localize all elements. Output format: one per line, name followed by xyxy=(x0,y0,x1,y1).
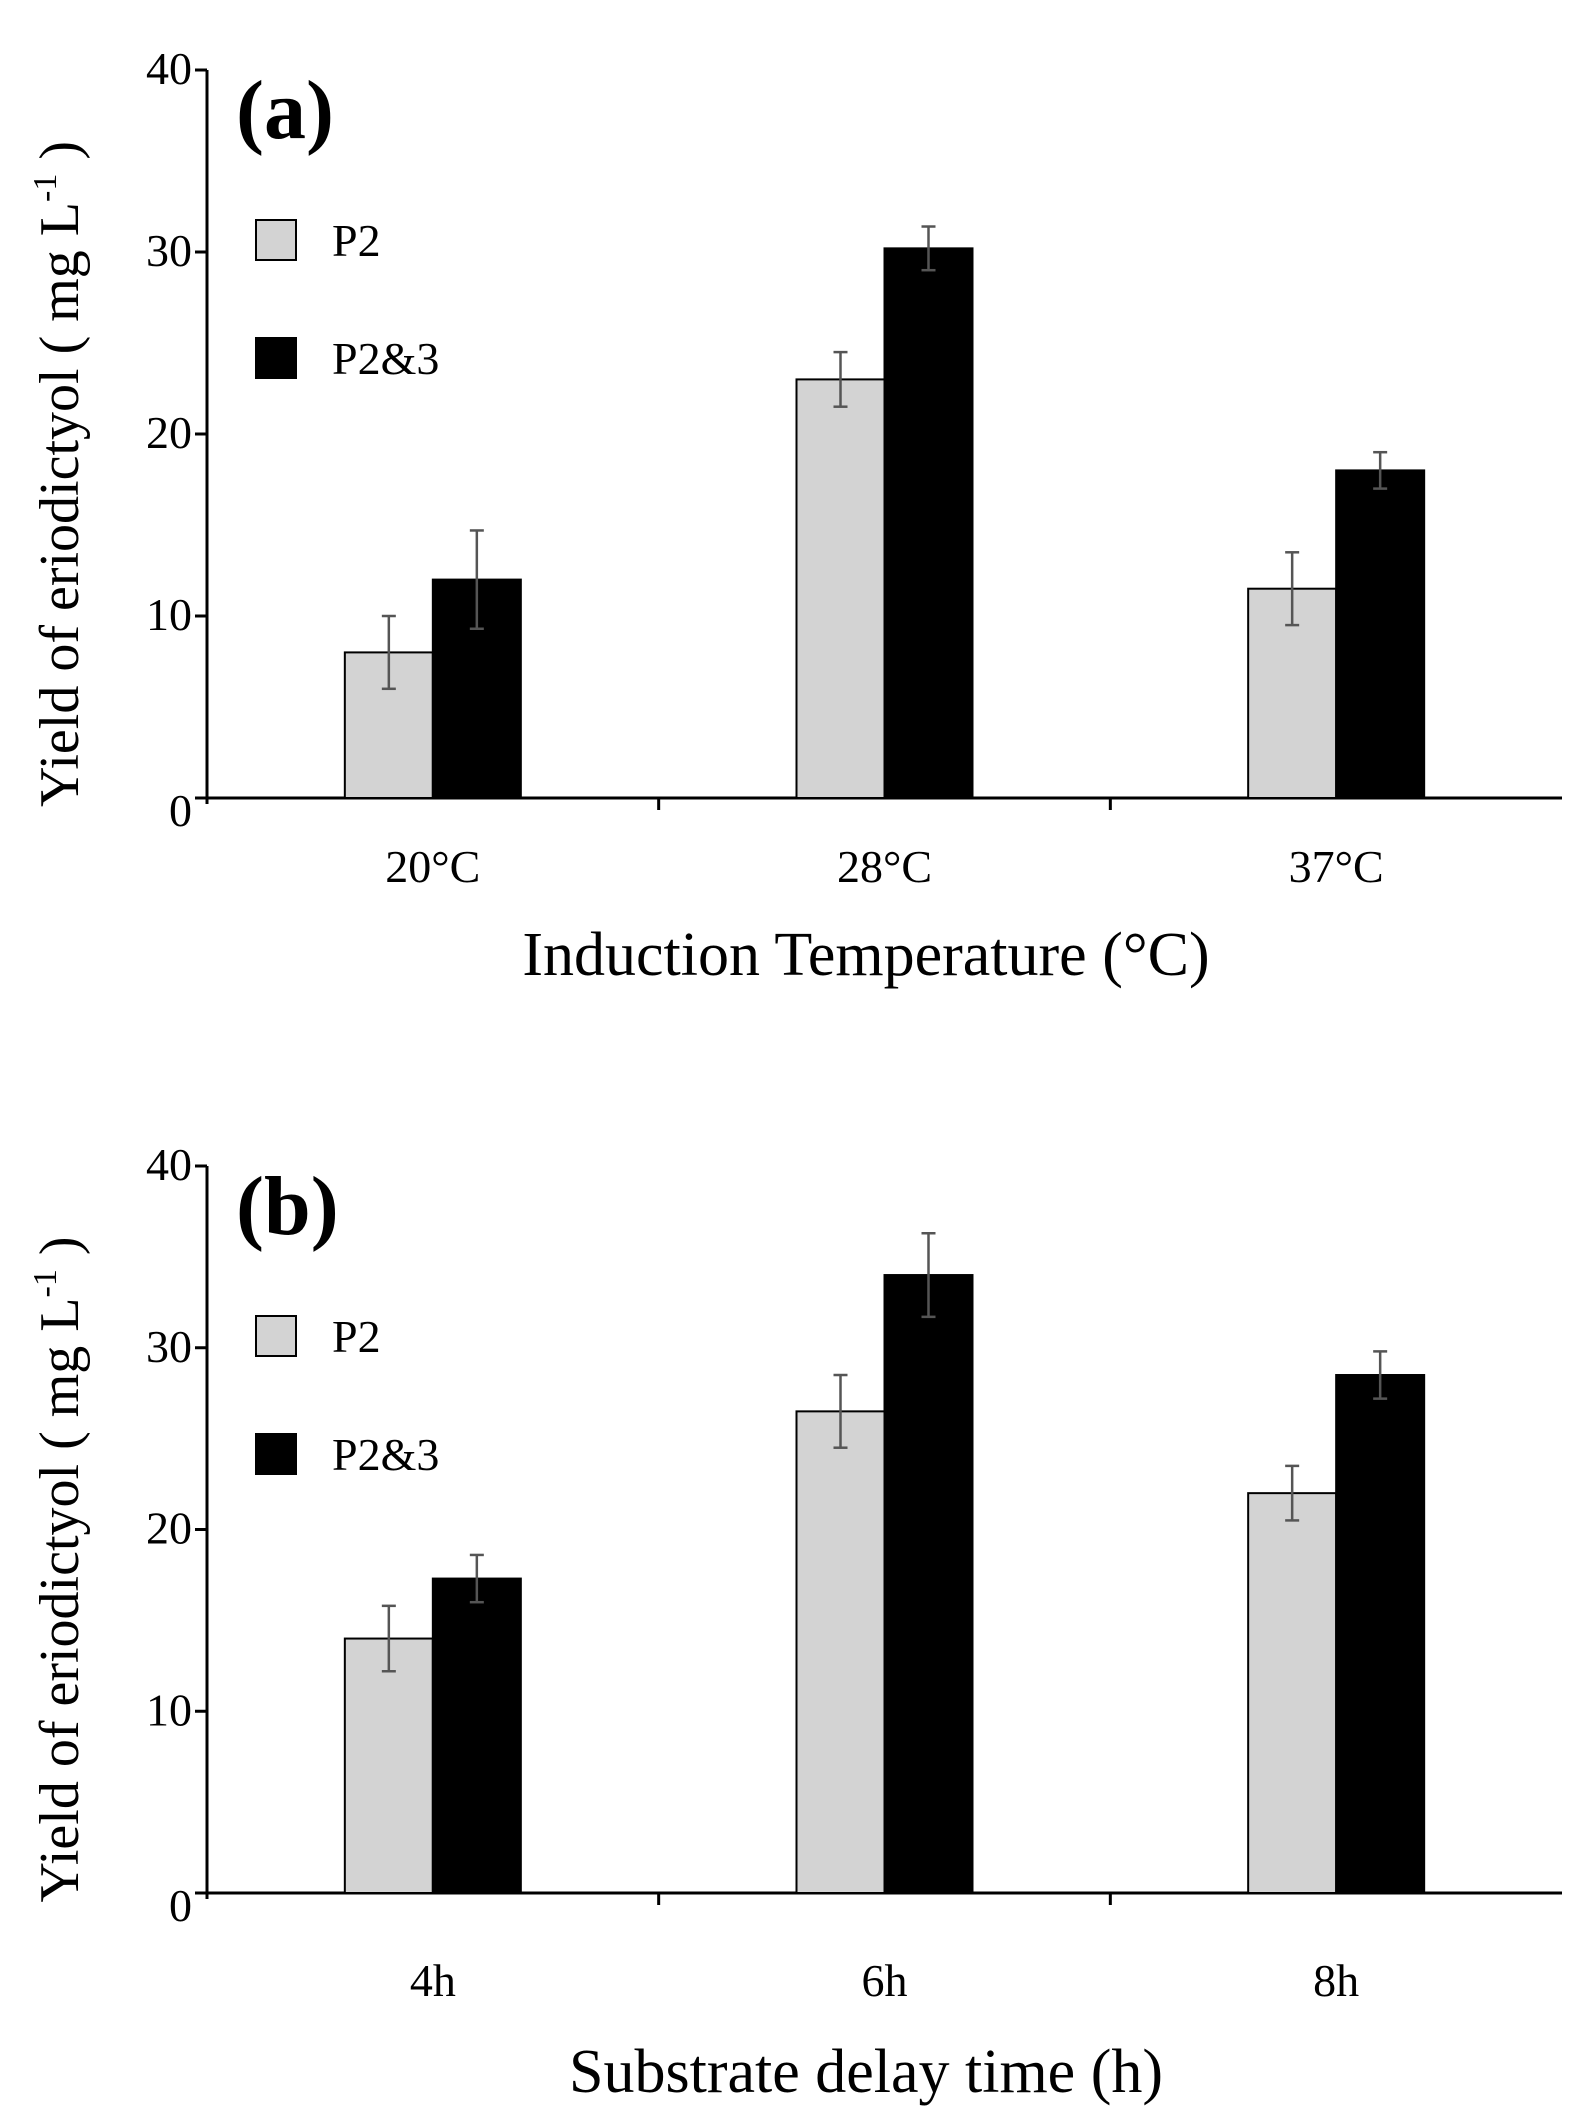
x-axis-title: Induction Temperature (°C) xyxy=(522,921,1209,989)
legend-swatch xyxy=(255,1433,297,1475)
y-tick-label: 30 xyxy=(146,225,192,276)
y-tick-label: 0 xyxy=(169,785,192,836)
legend-swatch xyxy=(255,219,297,261)
chart-panel-1: 0 10 20 30 40 20°C 28°C 37°C (a) P2 P2&3 Induction … xyxy=(27,43,1562,989)
legend-swatch xyxy=(255,1315,297,1357)
x-category-label: 37°C xyxy=(1289,841,1384,892)
y-tick-label: 10 xyxy=(146,1684,192,1735)
x-category-label: 4h xyxy=(410,1955,456,2006)
y-tick-label: 40 xyxy=(146,1139,192,1190)
legend-label: P2&3 xyxy=(332,333,439,384)
legend-label: P2 xyxy=(332,215,381,266)
x-category-label: 28°C xyxy=(837,841,932,892)
x-category-label: 20°C xyxy=(385,841,480,892)
x-axis-title: Substrate delay time (h) xyxy=(569,2038,1163,2106)
y-axis-title-sup: -1 xyxy=(27,174,64,202)
y-axis-title: Yield of eriodictyol ( mg L-1 ) xyxy=(27,1237,91,1903)
y-axis-title-end: ) xyxy=(29,1237,91,1270)
bar-p2and3 xyxy=(883,247,974,800)
legend-label: P2 xyxy=(332,1311,381,1362)
y-tick-label: 20 xyxy=(146,1503,192,1554)
bar-p2and3 xyxy=(1335,1374,1426,1894)
bar-p2and3 xyxy=(883,1274,974,1895)
bar-p2and3 xyxy=(431,1577,522,1894)
panel-label: (a) xyxy=(236,64,334,157)
bar-p2 xyxy=(343,1637,434,1895)
y-axis-title-end: ) xyxy=(29,141,91,174)
y-axis-title-sup: -1 xyxy=(27,1269,64,1297)
y-tick-label: 20 xyxy=(146,407,192,458)
y-tick-label: 0 xyxy=(169,1880,192,1931)
bar-p2 xyxy=(795,1410,886,1895)
chart-panel-2: 0 10 20 30 40 4h 6h 8h (b) P2 P2&3 Substrate delay … xyxy=(27,1139,1562,2106)
y-axis-title-main: Yield of eriodictyol ( mg L xyxy=(29,1298,91,1903)
bar-p2and3 xyxy=(1335,469,1426,799)
x-category-label: 8h xyxy=(1313,1955,1359,2006)
y-tick-label: 40 xyxy=(146,43,192,94)
bar-p2 xyxy=(1247,1492,1338,1895)
panel-label: (b) xyxy=(236,1160,339,1253)
legend-label: P2&3 xyxy=(332,1429,439,1480)
y-tick-label: 30 xyxy=(146,1321,192,1372)
bar-p2 xyxy=(795,378,886,799)
x-category-label: 6h xyxy=(862,1955,908,2006)
y-axis-title: Yield of eriodictyol ( mg L-1 ) xyxy=(27,141,91,807)
y-axis-title-main: Yield of eriodictyol ( mg L xyxy=(29,202,91,807)
y-tick-label: 10 xyxy=(146,589,192,640)
legend-swatch xyxy=(255,337,297,379)
